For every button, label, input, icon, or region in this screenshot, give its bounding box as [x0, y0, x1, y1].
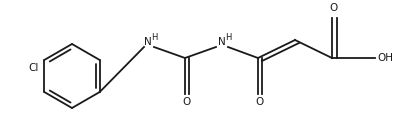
- Text: N: N: [218, 37, 226, 47]
- Text: O: O: [183, 97, 191, 107]
- Text: O: O: [330, 3, 338, 13]
- Text: OH: OH: [377, 53, 393, 63]
- Text: H: H: [225, 33, 231, 41]
- Text: H: H: [151, 33, 157, 41]
- Text: O: O: [256, 97, 264, 107]
- Text: Cl: Cl: [28, 63, 38, 73]
- Text: N: N: [144, 37, 152, 47]
